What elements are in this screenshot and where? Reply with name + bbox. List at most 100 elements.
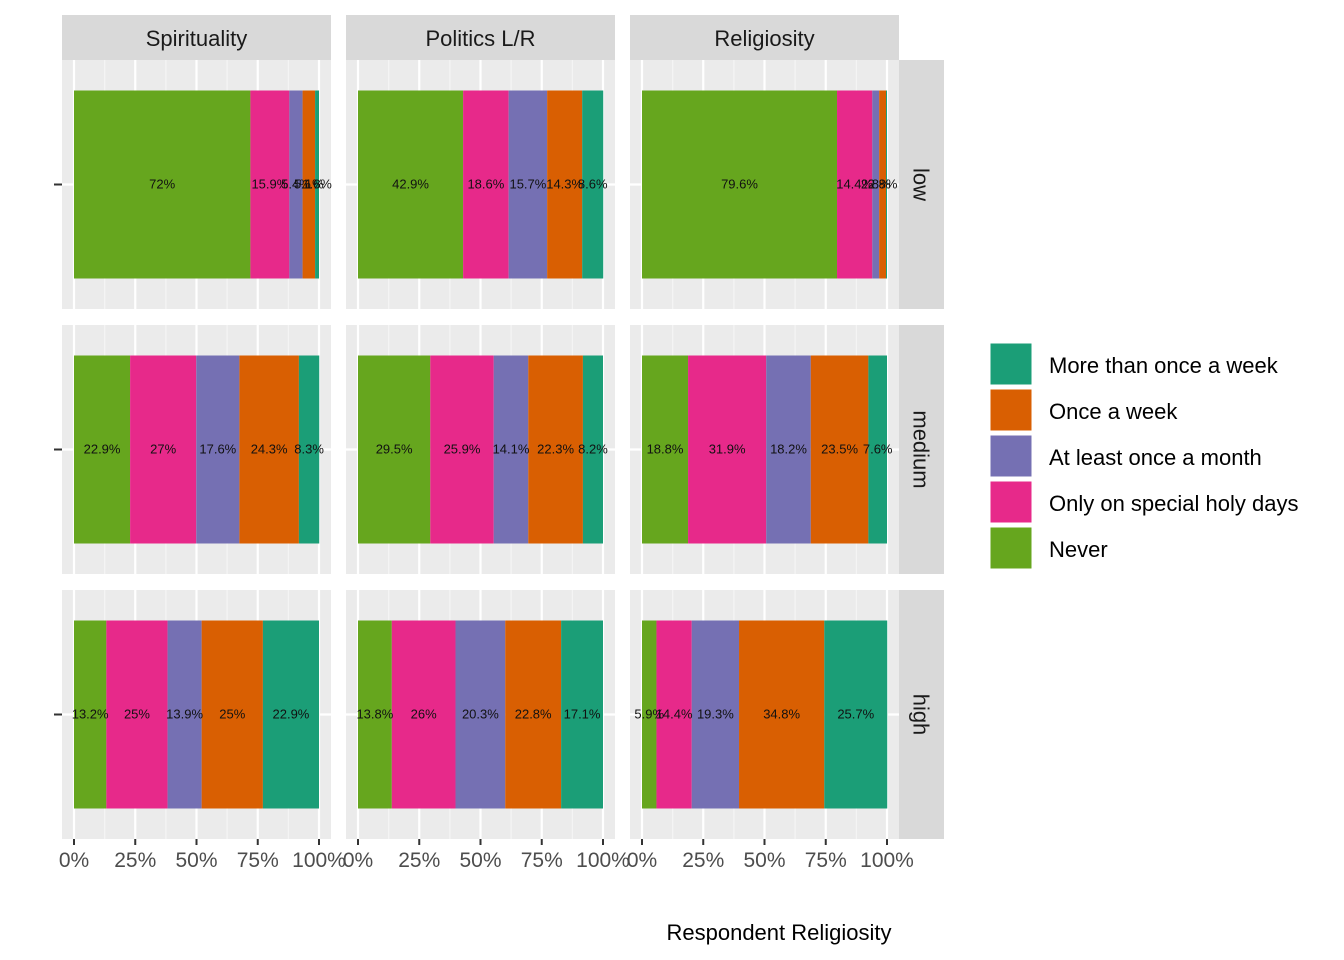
bar-segment [298, 355, 320, 544]
data-label: 5.1% [294, 177, 324, 192]
data-label: 27% [150, 442, 176, 457]
facet-strip-row [899, 590, 944, 839]
legend: More than once a week Once a week At least… [989, 342, 1298, 570]
x-tick-label: 100% [576, 849, 630, 872]
bar-segment [130, 355, 197, 544]
facet-strip-row [899, 60, 944, 309]
data-label: 14.1% [493, 442, 530, 457]
x-tick-label: 0% [343, 849, 373, 872]
facet-column-label: Religiosity [714, 26, 814, 51]
data-label: 22.3% [537, 442, 574, 457]
data-label: 8.2% [578, 442, 608, 457]
legend-key [989, 342, 1033, 386]
facet-panel: 5.9%14.4% 19.3% 34.8% 25.7% [630, 590, 899, 839]
bar-segment [582, 355, 603, 544]
facet-row-label: low [909, 168, 934, 201]
x-tick-label: 100% [292, 849, 346, 872]
facet-panel: 79.6% 14.4%2.8%2.8% [630, 60, 899, 309]
data-label: 24.3% [251, 442, 288, 457]
x-tick-label: 25% [398, 849, 440, 872]
bar-segment [810, 355, 869, 544]
x-axis-title: Respondent Religiosity [666, 920, 891, 945]
bar-segment [201, 620, 263, 809]
data-label: 29.5% [376, 442, 413, 457]
legend-key [989, 434, 1033, 478]
bar-segment [508, 90, 548, 279]
bar-segment [302, 90, 316, 279]
data-label: 20.3% [462, 707, 499, 722]
data-label: 25% [124, 707, 150, 722]
x-tick-label: 50% [175, 849, 217, 872]
x-tick-label: 75% [805, 849, 847, 872]
data-label: 19.3% [697, 707, 734, 722]
bar-segment [167, 620, 202, 809]
data-label: 8.3% [294, 442, 324, 457]
data-label: 42.9% [392, 177, 429, 192]
facet-panel: 29.5% 25.9% 14.1% 22.3% 8.2% [346, 325, 615, 574]
data-label: 31.9% [709, 442, 746, 457]
bar-segment [358, 90, 464, 279]
bar-segment [642, 620, 657, 809]
data-label: 23.5% [821, 442, 858, 457]
facet-strip-row [899, 325, 944, 574]
facet-panel: 18.8% 31.9% 18.2% 23.5% 7.6% [630, 325, 899, 574]
bar-segment [262, 620, 319, 809]
x-tick-label: 25% [682, 849, 724, 872]
facet-column-label: Politics L/R [425, 26, 535, 51]
legend-key [989, 526, 1033, 570]
data-label: 5.9% [634, 707, 664, 722]
bar-segment [766, 355, 811, 544]
data-label: 13.8% [356, 707, 393, 722]
bar-segment [879, 90, 887, 279]
facet-row-label: medium [909, 410, 934, 488]
facet-row-label: high [909, 694, 934, 736]
bar-segment [358, 355, 431, 544]
x-tick-label: 50% [743, 849, 785, 872]
data-label: 14.4% [836, 177, 873, 192]
facet-panel: 22.9% 27% 17.6% 24.3% 8.3% [62, 325, 331, 574]
data-label: 14.3% [546, 177, 583, 192]
bar-segment [886, 90, 887, 279]
data-label: 14.4% [656, 707, 693, 722]
legend-label: At least once a month [1049, 445, 1262, 470]
bar-segment [315, 90, 319, 279]
facet-strip-column [630, 15, 899, 60]
bar-segment [455, 620, 506, 809]
x-tick-label: 50% [459, 849, 501, 872]
data-label: 25.7% [837, 707, 874, 722]
bar-segment [505, 620, 562, 809]
data-label: 34.8% [763, 707, 800, 722]
bar-segment [739, 620, 825, 809]
bar-segment [642, 90, 838, 279]
x-tick-label: 25% [114, 849, 156, 872]
bar-segment [547, 90, 583, 279]
bar-segment [463, 90, 509, 279]
bar-segment [561, 620, 603, 809]
data-label: 2.8% [861, 177, 891, 192]
facet-panel: 42.9% 18.6% 15.7% 14.3%8.6% [346, 60, 615, 309]
data-label: 17.6% [199, 442, 236, 457]
x-tick-label: 0% [59, 849, 89, 872]
bar-segment [868, 355, 887, 544]
data-label: 18.2% [770, 442, 807, 457]
facet-strip-column [346, 15, 615, 60]
bar-segment [691, 620, 740, 809]
bar-segment [430, 355, 494, 544]
bar-segment [289, 90, 303, 279]
facet-column-label: Spirituality [146, 26, 247, 51]
bar-segment [358, 620, 392, 809]
bar-segment [837, 90, 873, 279]
data-label: 15.9% [251, 177, 288, 192]
data-label: 22.9% [84, 442, 121, 457]
bar-segment [688, 355, 767, 544]
legend-label: Once a week [1049, 399, 1178, 424]
facet-strip-column [62, 15, 331, 60]
bar-segment [74, 90, 251, 279]
bar-segment [872, 90, 880, 279]
data-label: 5.4% [281, 177, 311, 192]
data-label: 18.8% [647, 442, 684, 457]
bar-segment [196, 355, 240, 544]
data-label: 22.9% [273, 707, 310, 722]
data-label: 25.9% [444, 442, 481, 457]
